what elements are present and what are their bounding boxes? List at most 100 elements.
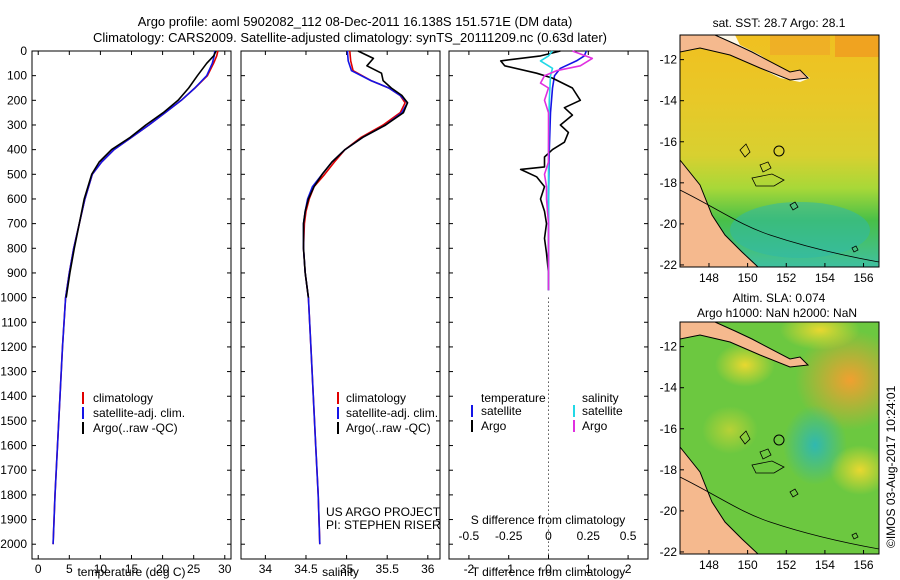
depth-tick-label: 1400: [0, 389, 27, 403]
s-difference-tick-label: 0.5: [620, 529, 637, 543]
x-tick-label: 0: [35, 562, 42, 576]
argo-float-marker: [773, 434, 785, 446]
reef-outlines: [739, 143, 859, 253]
map-y-tick-label: -18: [660, 463, 678, 477]
x-tick-label: 34.5: [294, 562, 318, 576]
x-tick-label: 5: [66, 562, 73, 576]
depth-tick-label: 1300: [0, 365, 27, 379]
map-y-tick-label: -22: [660, 258, 678, 272]
depth-tick-label: 300: [7, 118, 27, 132]
sst-map-frame: [679, 34, 880, 268]
x-tick-label: 25: [187, 562, 201, 576]
depth-tick-label: 400: [7, 143, 27, 157]
difference-plot: -2 -1 0 1 2T difference from climatology S di…: [459, 50, 637, 579]
x-tick-label: 0: [545, 562, 552, 576]
series-line-salinity-satellite: [539, 50, 554, 291]
sst-map-title: sat. SST: 28.7 Argo: 28.1: [713, 16, 846, 30]
difference-legend: temperature satellite Argo salinity sate…: [471, 391, 623, 433]
series-line-climatology: [302, 50, 406, 545]
map-y-tick-label: -20: [660, 217, 678, 231]
depth-tick-label: 800: [7, 241, 27, 255]
x-tick-label: -1: [503, 562, 514, 576]
sla-map-axes: 148 150 152 154 156 -12 -14 -16 -18 -20 -22: [660, 340, 874, 572]
x-tick-label: 20: [156, 562, 170, 576]
legend-temperature-heading: temperature: [481, 391, 546, 405]
x-tick-label: 30: [218, 562, 232, 576]
map-x-tick-label: 150: [738, 558, 758, 572]
map-y-tick-label: -12: [660, 53, 678, 67]
map-x-tick-label: 156: [854, 558, 874, 572]
sst-warm-patch: [835, 35, 879, 57]
depth-tick-label: 1200: [0, 340, 27, 354]
x-axis-label: temperature (deg C): [77, 565, 185, 579]
map-y-tick-label: -18: [660, 176, 678, 190]
x-tick-label: 34: [259, 562, 273, 576]
legend-argo-label: Argo(..raw -QC): [346, 421, 431, 435]
sla-map: [680, 322, 879, 554]
series-line-temperature-argo: [499, 50, 582, 291]
sst-warm-patch: [770, 35, 830, 55]
x-tick-label: 36: [421, 562, 435, 576]
sla-high-patch: [830, 445, 879, 495]
sla-map-title-line1: Altim. SLA: 0.074: [733, 291, 826, 305]
project-name: US ARGO PROJECT: [326, 505, 441, 519]
depth-tick-label: 1000: [0, 291, 27, 305]
x-axis-label: salinity: [322, 565, 359, 579]
legend-argo-label: Argo(..raw -QC): [93, 421, 178, 435]
x-tick-label: 35.5: [376, 562, 400, 576]
x-tick-label: 15: [125, 562, 139, 576]
map-y-tick-label: -14: [660, 94, 678, 108]
depth-tick-label: 500: [7, 167, 27, 181]
imos-credit: ©IMOS 03-Aug-2017 10:24:01: [884, 385, 898, 548]
bathymetry-contour: [680, 189, 879, 263]
legend-temperature-satellite-label: satellite: [481, 404, 522, 418]
sla-map-frame: [679, 321, 880, 555]
map-x-tick-label: 154: [815, 271, 835, 285]
legend-climatology-label: climatology: [346, 391, 406, 405]
depth-tick-label: 900: [7, 266, 27, 280]
depth-tick-label: 1900: [0, 513, 27, 527]
temperature-plot-frame: [31, 50, 232, 560]
s-difference-tick-label: 0.25: [577, 529, 601, 543]
figure-title-line1: Argo profile: aoml 5902082_112 08-Dec-20…: [138, 14, 573, 29]
depth-tick-label: 2000: [0, 537, 27, 551]
land-new-guinea: [680, 322, 810, 368]
sla-high-patch: [702, 406, 758, 454]
sla-high-patch: [795, 330, 879, 430]
map-y-tick-label: -14: [660, 381, 678, 395]
map-x-tick-label: 150: [738, 271, 758, 285]
x-tick-label: 35: [340, 562, 354, 576]
legend-satellite-label: satellite-adj. clim.: [346, 406, 438, 420]
series-line-temperature-satellite: [547, 50, 588, 291]
sst-map-axes: 148 150 152 154 156 -12 -14 -16 -18 -20 -22: [660, 53, 874, 285]
salinity-plot-frame: [240, 50, 441, 560]
series-line-argo-raw-qc-: [302, 50, 409, 298]
series-line-salinity-argo: [539, 50, 594, 291]
series-line-satellite-adj-clim-: [302, 50, 409, 545]
x-tick-label: -2: [464, 562, 475, 576]
depth-axis: 0 100 200 300 400 500 600 700 800 900 1000 1100 1200…: [0, 44, 648, 551]
s-difference-tick-label: -0.5: [459, 529, 480, 543]
s-difference-tick-label: -0.25: [495, 529, 523, 543]
legend-salinity-argo-label: Argo: [582, 419, 608, 433]
bathymetry-contour: [680, 476, 879, 550]
depth-tick-label: 200: [7, 93, 27, 107]
map-x-tick-label: 152: [776, 558, 796, 572]
sst-map: [680, 35, 879, 267]
legend-climatology-label: climatology: [93, 391, 153, 405]
salinity-plot: 34 34.5 35 35.5 36 salinity: [259, 50, 435, 579]
project-pi: PI: STEPHEN RISER: [326, 518, 441, 532]
depth-tick-label: 1600: [0, 439, 27, 453]
legend-satellite-label: satellite-adj. clim.: [93, 406, 185, 420]
map-x-tick-label: 152: [776, 271, 796, 285]
map-y-tick-label: -12: [660, 340, 678, 354]
reef-outlines: [739, 430, 859, 540]
map-x-tick-label: 154: [815, 558, 835, 572]
legend-salinity-heading: salinity: [582, 391, 619, 405]
depth-tick-label: 700: [7, 217, 27, 231]
depth-tick-label: 0: [20, 44, 27, 58]
series-line-climatology: [52, 50, 219, 545]
s-difference-axis-label: S difference from climatology: [471, 513, 626, 527]
x-tick-label: 2: [625, 562, 632, 576]
temperature-plot: 0 5 10 15 20 25 30 temperature (deg C): [35, 50, 232, 579]
